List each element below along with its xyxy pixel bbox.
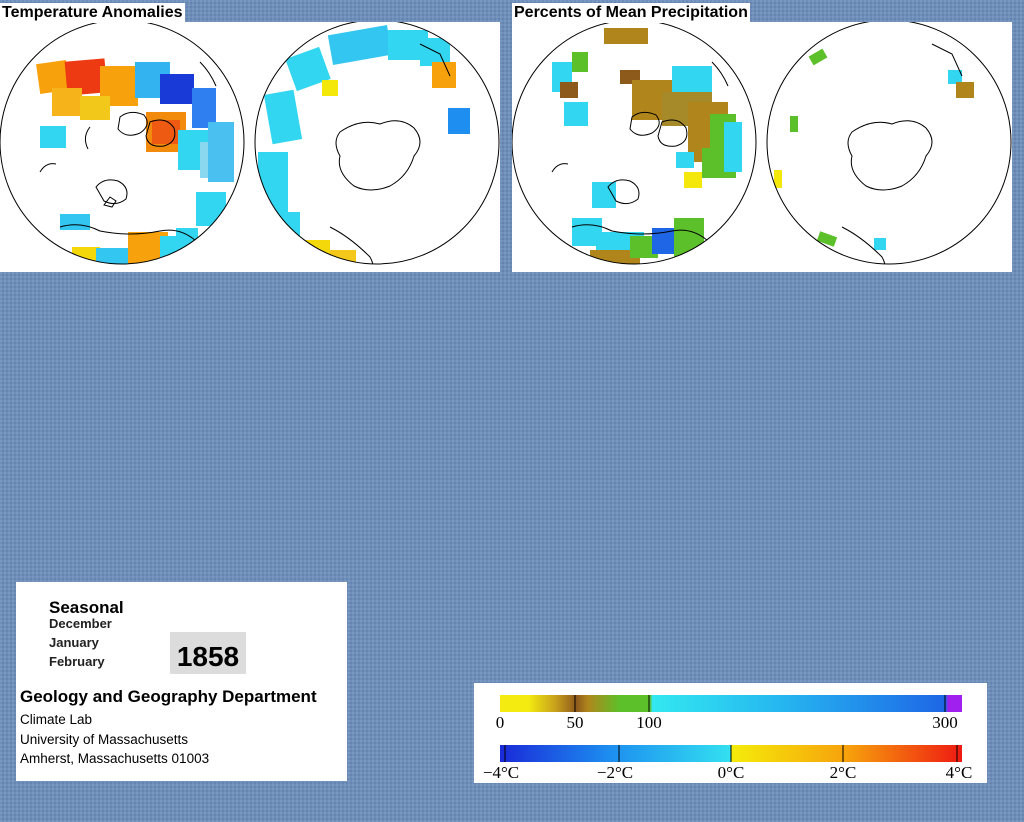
- info-box: Seasonal December January February 1858 …: [16, 582, 347, 781]
- precip-tick-label: 0: [496, 713, 505, 732]
- address-line: Climate Lab: [20, 712, 93, 727]
- temp-tick-label: −2°C: [597, 763, 633, 782]
- temp-tick-label: 4°C: [946, 763, 973, 782]
- temperature-panel-title: Temperature Anomalies: [0, 3, 185, 23]
- precipitation-map-panel: [512, 22, 1012, 272]
- temp-tick-label: 0°C: [718, 763, 745, 782]
- month-label: December: [49, 616, 112, 631]
- color-scale-legend: 0 50 100 300 −4°C −2°C 0°C 2°C 4°C: [474, 683, 987, 783]
- precipitation-patches: [552, 28, 742, 264]
- temperature-globes: [0, 22, 500, 265]
- temperature-south-globe: [258, 25, 470, 264]
- precipitation-north-coastlines: [551, 61, 729, 242]
- precipitation-north-globe: [551, 28, 742, 264]
- precipitation-color-bar: [500, 695, 962, 712]
- precipitation-south-coastlines: [841, 43, 963, 264]
- address-line: Amherst, Massachusetts 01003: [20, 751, 210, 766]
- month-label: February: [49, 654, 105, 669]
- precip-tick-label: 100: [636, 713, 662, 732]
- precipitation-north-globe-outline: [512, 22, 757, 265]
- temperature-south-anomaly-patches: [258, 25, 470, 264]
- temperature-north-coastlines: [39, 61, 217, 242]
- precipitation-globes: [512, 22, 1012, 265]
- precipitation-south-globe-outline: [766, 22, 1012, 265]
- month-label: January: [49, 635, 99, 650]
- temperature-anomaly-patches: [36, 58, 234, 264]
- temp-tick-label: 2°C: [830, 763, 857, 782]
- precipitation-south-globe: [774, 43, 974, 264]
- precip-tick-label: 300: [932, 713, 958, 732]
- temp-tick-label: −4°C: [483, 763, 519, 782]
- department-name: Geology and Geography Department: [20, 687, 317, 706]
- temperature-south-globe-outline: [254, 22, 500, 265]
- season-label: Seasonal: [49, 598, 124, 617]
- temperature-north-globe-outline: [0, 22, 245, 265]
- precipitation-south-patches: [774, 48, 974, 250]
- year-display: 1858: [170, 632, 246, 674]
- precip-tick-label: 50: [567, 713, 584, 732]
- address-line: University of Massachusetts: [20, 732, 189, 747]
- temperature-map-panel: [0, 22, 500, 272]
- precipitation-panel-title: Percents of Mean Precipitation: [512, 3, 750, 23]
- temperature-north-globe: [36, 58, 234, 264]
